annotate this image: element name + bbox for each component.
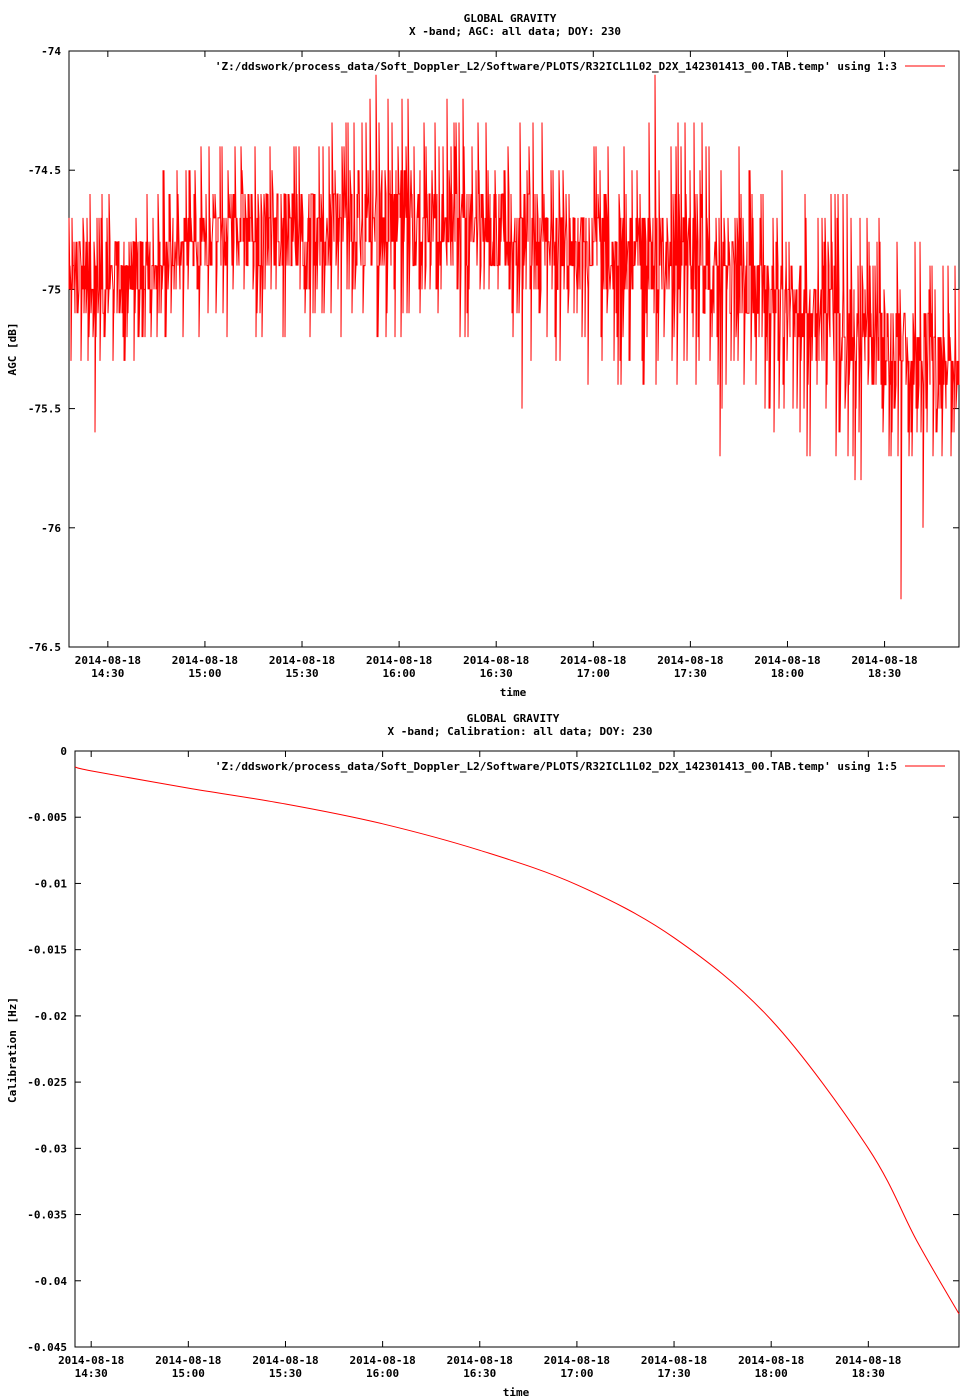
x-tick-date: 2014-08-18 (252, 1354, 318, 1367)
x-tick-time: 15:00 (188, 667, 221, 680)
y-tick-label: -75 (41, 283, 61, 296)
x-tick-time: 15:30 (269, 1367, 302, 1380)
agc-x-ticks: 2014-08-1814:302014-08-1815:002014-08-18… (75, 51, 918, 680)
y-tick-label: -0.03 (34, 1142, 67, 1155)
x-tick-date: 2014-08-18 (560, 654, 626, 667)
y-tick-label: -0.045 (27, 1341, 67, 1354)
y-tick-label: -75.5 (28, 403, 61, 416)
x-tick-date: 2014-08-18 (851, 654, 917, 667)
agc-legend-label: 'Z:/ddswork/process_data/Soft_Doppler_L2… (215, 60, 897, 73)
agc-chart: GLOBAL GRAVITY X -band; AGC: all data; D… (6, 12, 960, 699)
x-tick-date: 2014-08-18 (350, 1354, 416, 1367)
x-tick-date: 2014-08-18 (835, 1354, 901, 1367)
x-tick-time: 14:30 (91, 667, 124, 680)
calibration-chart: GLOBAL GRAVITY X -band; Calibration: all… (6, 712, 960, 1399)
x-tick-time: 18:00 (771, 667, 804, 680)
calibration-y-axis-label: Calibration [Hz] (6, 997, 19, 1103)
y-tick-label: -76.5 (28, 641, 61, 654)
x-tick-time: 18:00 (755, 1367, 788, 1380)
y-tick-label: -0.005 (27, 811, 67, 824)
calibration-chart-subtitle: X -band; Calibration: all data; DOY: 230 (388, 725, 653, 738)
x-tick-time: 14:30 (75, 1367, 108, 1380)
x-tick-date: 2014-08-18 (269, 654, 335, 667)
calibration-plot-area (74, 766, 960, 1315)
x-tick-time: 15:00 (172, 1367, 205, 1380)
y-tick-label: -0.01 (34, 877, 67, 890)
x-tick-time: 18:30 (852, 1367, 885, 1380)
agc-chart-subtitle: X -band; AGC: all data; DOY: 230 (409, 25, 621, 38)
x-tick-date: 2014-08-18 (172, 654, 238, 667)
calibration-legend-label: 'Z:/ddswork/process_data/Soft_Doppler_L2… (215, 760, 897, 773)
x-tick-date: 2014-08-18 (463, 654, 529, 667)
y-tick-label: -0.035 (27, 1209, 67, 1222)
y-tick-label: -74 (41, 45, 61, 58)
agc-y-axis-label: AGC [dB] (6, 323, 19, 376)
y-tick-label: -0.02 (34, 1010, 67, 1023)
x-tick-date: 2014-08-18 (75, 654, 141, 667)
x-tick-date: 2014-08-18 (738, 1354, 804, 1367)
x-tick-time: 16:30 (463, 1367, 496, 1380)
x-tick-time: 16:00 (383, 667, 416, 680)
y-tick-label: -76 (41, 522, 61, 535)
y-tick-label: -0.015 (27, 944, 67, 957)
x-tick-date: 2014-08-18 (447, 1354, 513, 1367)
x-tick-date: 2014-08-18 (754, 654, 820, 667)
x-tick-time: 17:00 (577, 667, 610, 680)
x-tick-time: 17:00 (560, 1367, 593, 1380)
x-tick-time: 17:30 (674, 667, 707, 680)
y-tick-label: -0.025 (27, 1076, 67, 1089)
x-tick-date: 2014-08-18 (657, 654, 723, 667)
calibration-chart-title: GLOBAL GRAVITY (467, 712, 560, 725)
x-tick-date: 2014-08-18 (366, 654, 432, 667)
x-tick-time: 16:30 (480, 667, 513, 680)
agc-x-axis-label: time (500, 686, 527, 699)
agc-plot-area (68, 74, 960, 600)
x-tick-time: 18:30 (868, 667, 901, 680)
x-tick-time: 15:30 (285, 667, 318, 680)
x-tick-date: 2014-08-18 (544, 1354, 610, 1367)
y-tick-label: -0.04 (34, 1275, 67, 1288)
agc-series-line (68, 74, 960, 600)
calibration-x-ticks: 2014-08-1814:302014-08-1815:002014-08-18… (58, 751, 901, 1380)
y-tick-label: -74.5 (28, 164, 61, 177)
x-tick-time: 17:30 (657, 1367, 690, 1380)
x-tick-date: 2014-08-18 (58, 1354, 124, 1367)
x-tick-date: 2014-08-18 (155, 1354, 221, 1367)
calibration-series-line (74, 766, 960, 1315)
agc-plot-frame (68, 50, 960, 648)
agc-chart-title: GLOBAL GRAVITY (464, 12, 557, 25)
calibration-plot-frame (74, 750, 960, 1348)
x-tick-date: 2014-08-18 (641, 1354, 707, 1367)
calibration-x-axis-label: time (503, 1386, 530, 1399)
calibration-y-ticks: 0 -0.005 -0.01 -0.015 -0.02 -0.025 -0.03 -0.035… (27, 745, 959, 1354)
y-tick-label: 0 (60, 745, 67, 758)
x-tick-time: 16:00 (366, 1367, 399, 1380)
